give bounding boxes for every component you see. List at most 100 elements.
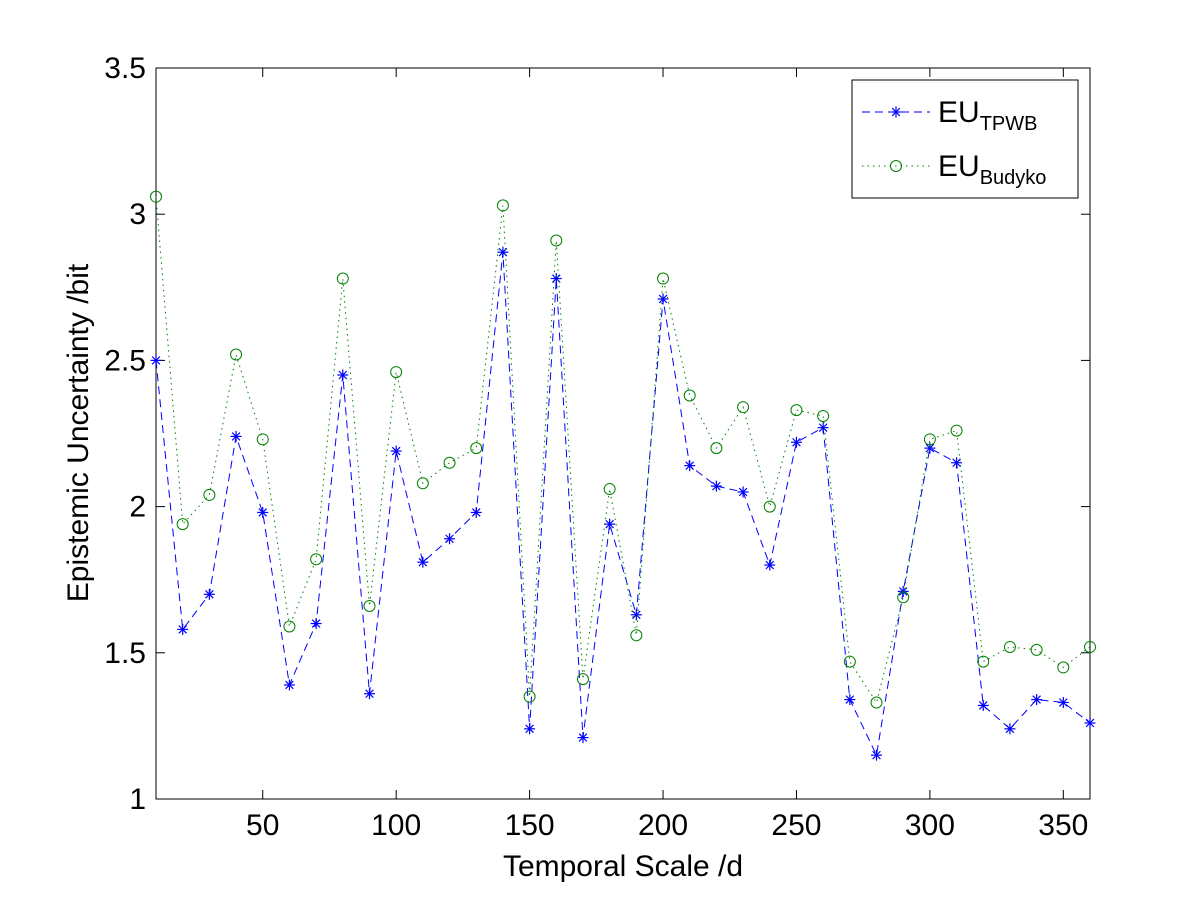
data-point <box>497 246 509 258</box>
data-point <box>1084 640 1096 653</box>
legend-box <box>851 79 1079 199</box>
legend-marker-budyko <box>890 160 902 172</box>
x-tick-label: 200 <box>638 809 688 842</box>
data-point <box>150 354 162 366</box>
legend-entry-tpwb: EUTPWB <box>862 96 1037 135</box>
x-tick-label: 300 <box>905 809 955 842</box>
x-tick-label: 50 <box>246 809 279 842</box>
data-point <box>283 679 295 691</box>
series-layer <box>150 190 1096 761</box>
data-point <box>1003 640 1016 653</box>
series-line <box>155 196 1091 704</box>
data-point <box>977 655 990 668</box>
x-tick-label: 150 <box>505 809 555 842</box>
data-point <box>363 600 376 613</box>
data-point <box>203 488 216 501</box>
data-point <box>871 749 883 761</box>
data-point <box>470 442 483 455</box>
x-tick-label: 350 <box>1038 809 1088 842</box>
data-point <box>283 620 296 633</box>
data-point <box>470 506 482 518</box>
x-axis: 50 100 150 200 250 300 350 <box>246 68 1088 842</box>
data-point <box>897 591 910 604</box>
series-budyko <box>150 190 1096 709</box>
data-point <box>1030 643 1043 656</box>
legend-marker-tpwb <box>890 106 902 118</box>
x-tick-label: 250 <box>771 809 821 842</box>
data-point <box>657 272 670 285</box>
data-point <box>363 688 375 700</box>
data-point <box>843 655 856 668</box>
x-tick-label: 100 <box>371 809 421 842</box>
data-point <box>416 477 429 490</box>
legend-marker-glyph <box>890 160 902 172</box>
y-tick-label: 3.5 <box>104 52 146 85</box>
legend-label-budyko: EUBudyko <box>938 150 1046 189</box>
legend-label-tpwb: EUTPWB <box>938 96 1037 135</box>
data-point <box>683 389 696 402</box>
data-point <box>737 486 749 498</box>
data-point <box>337 369 349 381</box>
data-point <box>577 732 589 744</box>
data-point <box>230 430 242 442</box>
y-tick-label: 1.5 <box>104 637 146 670</box>
data-point <box>150 190 162 203</box>
data-point <box>790 404 803 417</box>
y-tick-label: 3 <box>129 198 146 231</box>
data-point <box>630 629 643 642</box>
data-point <box>630 609 642 621</box>
data-point <box>550 273 562 285</box>
data-point <box>496 199 509 212</box>
data-point <box>257 506 269 518</box>
data-point <box>604 518 616 530</box>
data-point <box>444 533 456 545</box>
y-tick-label: 1 <box>129 783 146 816</box>
legend-marker-glyph <box>890 106 902 118</box>
data-point <box>390 445 402 457</box>
data-point <box>417 556 429 568</box>
data-point <box>870 696 883 709</box>
data-point <box>924 442 936 454</box>
data-point <box>230 348 243 361</box>
y-axis-label: Epistemic Uncertainty /bit <box>62 263 95 602</box>
data-point <box>817 422 829 434</box>
data-point <box>817 409 830 422</box>
data-point <box>684 460 696 472</box>
data-point <box>977 699 989 711</box>
data-point <box>844 694 856 706</box>
data-point <box>524 723 536 735</box>
data-point <box>763 500 776 513</box>
data-point <box>950 424 963 437</box>
y-tick-label: 2.5 <box>104 344 146 377</box>
data-point <box>1031 694 1043 706</box>
data-point <box>203 588 215 600</box>
data-point <box>790 436 802 448</box>
series-tpwb <box>150 246 1096 761</box>
data-point <box>1004 723 1016 735</box>
data-point <box>256 433 269 446</box>
data-point <box>737 401 750 414</box>
data-point <box>390 366 403 379</box>
data-point <box>1057 661 1070 674</box>
data-point <box>764 559 776 571</box>
y-axis: 1 1.5 2 2.5 3 3.5 <box>104 52 1090 816</box>
data-point <box>1084 717 1096 729</box>
data-point <box>951 457 963 469</box>
data-point <box>176 518 189 531</box>
data-point <box>177 623 189 635</box>
data-point <box>710 442 723 455</box>
legend-entry-budyko: EUBudyko <box>862 150 1046 189</box>
data-point <box>576 673 589 686</box>
data-point <box>923 433 936 446</box>
y-tick-label: 2 <box>129 491 146 524</box>
legend: EUTPWB EUBudyko <box>851 79 1079 199</box>
data-point <box>310 618 322 630</box>
data-point <box>603 483 616 496</box>
data-point <box>550 234 563 247</box>
data-point <box>1057 697 1069 709</box>
data-point <box>310 553 323 566</box>
data-point <box>336 272 349 285</box>
data-point <box>710 480 722 492</box>
